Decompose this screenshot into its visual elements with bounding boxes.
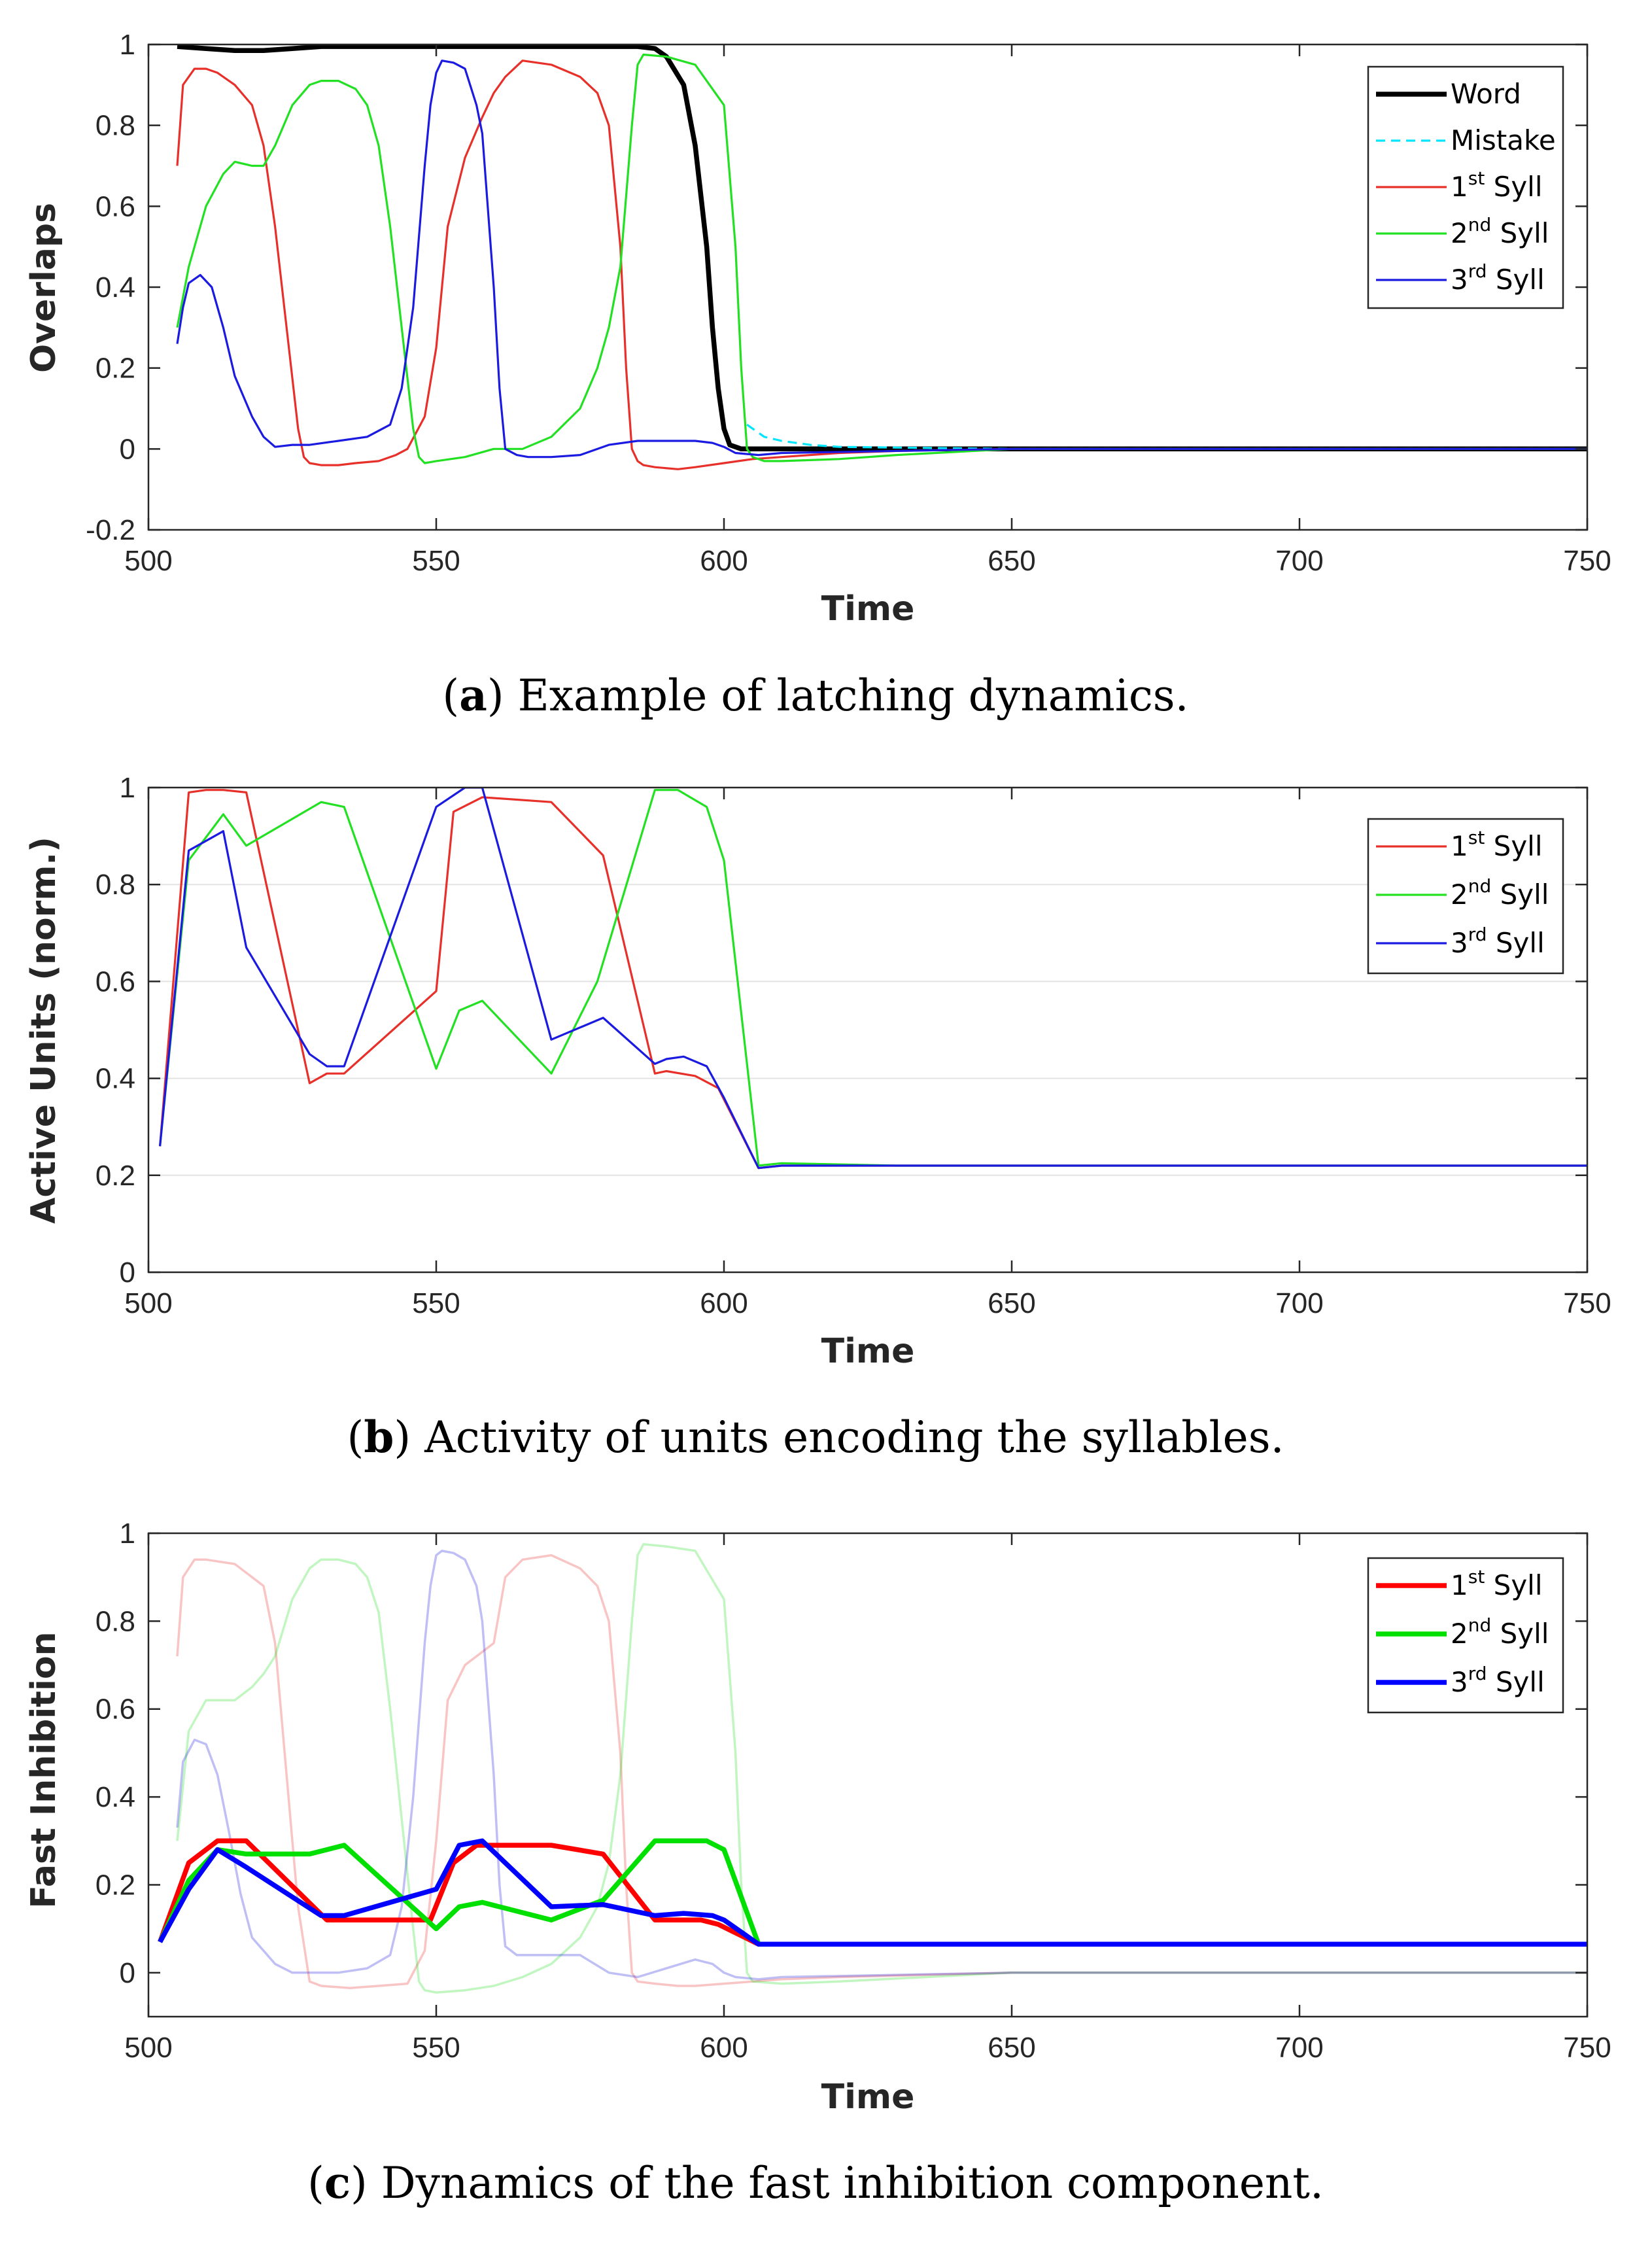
- background-line: [176, 1554, 1587, 1990]
- x-tick-label: 650: [988, 2032, 1035, 2064]
- legend: 1st Syll 2nd Syll 3rd Syll: [1367, 1557, 1564, 1714]
- x-tick-label: 750: [1563, 545, 1611, 577]
- plot-area: [148, 788, 1587, 1272]
- legend-label: 2nd Syll: [1451, 1614, 1549, 1650]
- y-axis-label: Overlaps: [24, 203, 63, 373]
- legend-box: [1367, 818, 1564, 975]
- x-tick-label: 550: [412, 1287, 460, 1319]
- x-axis-label: Time: [821, 1332, 915, 1371]
- x-tick-label: 600: [700, 2032, 748, 2064]
- x-tick-label: 600: [700, 1287, 748, 1319]
- y-tick-label: 0.8: [95, 1605, 135, 1637]
- figure-caption: (b) Activity of units encoding the sylla…: [347, 1412, 1284, 1463]
- x-tick-label: 500: [124, 2032, 172, 2064]
- x-axis-label: Time: [821, 2077, 915, 2117]
- legend-label: 2nd Syll: [1451, 875, 1549, 911]
- y-tick-label: 0.6: [95, 1694, 135, 1726]
- y-tick-label: 0.6: [95, 965, 135, 998]
- panel-a: 500 550 600 650 700 750 -0.2 0 0.2 0.4 0.6 0.8 1 Time…: [24, 29, 1611, 721]
- y-tick-label: 0: [120, 1257, 135, 1289]
- x-tick-label: 700: [1275, 1287, 1323, 1319]
- x-tick-label: 600: [700, 545, 748, 577]
- x-tick-label: 650: [988, 545, 1035, 577]
- series-line-3rd-syll: [176, 60, 1587, 459]
- background-line: [176, 1550, 1587, 1981]
- legend-label: 3rd Syll: [1451, 260, 1545, 296]
- y-tick-label: 0.8: [95, 110, 135, 142]
- legend: 1st Syll 2nd Syll 3rd Syll: [1367, 818, 1564, 975]
- x-tick-label: 550: [412, 545, 460, 577]
- x-tick-label: 500: [124, 545, 172, 577]
- y-tick-label: 0.6: [95, 190, 135, 222]
- plot-frame: [147, 786, 1589, 1274]
- series-line-3rd-syll: [158, 1838, 1587, 1947]
- series-line-3rd-syll: [159, 788, 1587, 1170]
- y-axis-label: Active Units (norm.): [24, 837, 63, 1224]
- series-line-2nd-syll: [176, 53, 1587, 464]
- y-tick-label: -0.2: [86, 514, 135, 546]
- figure-caption: (c) Dynamics of the fast inhibition comp…: [307, 2157, 1324, 2208]
- legend-label: 3rd Syll: [1451, 924, 1545, 959]
- y-tick-label: 0: [120, 433, 135, 465]
- y-tick-label: 1: [120, 772, 135, 804]
- legend: Word Mistake 1st Syll 2nd Syll 3rd Syll: [1367, 65, 1564, 309]
- y-tick-label: 0.4: [95, 271, 135, 304]
- panel-b: 500 550 600 650 700 750 0 0.2 0.4 0.6 0.8 1 Time Acti…: [24, 772, 1611, 1463]
- x-tick-label: 700: [1275, 545, 1323, 577]
- legend-label: 1st Syll: [1451, 167, 1543, 203]
- y-tick-label: 0.2: [95, 1869, 135, 1901]
- plot-area: [148, 1533, 1587, 2017]
- series-line-1st-syll: [176, 60, 1587, 470]
- legend-label: Mistake: [1451, 124, 1556, 156]
- background-line: [176, 1543, 1587, 1994]
- x-tick-label: 550: [412, 2032, 460, 2064]
- y-tick-label: 1: [120, 1518, 135, 1550]
- x-tick-label: 750: [1563, 2032, 1611, 2064]
- legend-label: 2nd Syll: [1451, 214, 1549, 249]
- x-tick-label: 500: [124, 1287, 172, 1319]
- x-axis-label: Time: [821, 589, 915, 629]
- y-axis-label: Fast Inhibition: [24, 1631, 63, 1908]
- legend-label: 3rd Syll: [1451, 1663, 1545, 1698]
- x-tick-label: 650: [988, 1287, 1035, 1319]
- legend-label: Word: [1451, 78, 1521, 110]
- legend-label: 1st Syll: [1451, 827, 1543, 862]
- x-tick-label: 750: [1563, 1287, 1611, 1319]
- legend-label: 1st Syll: [1451, 1566, 1543, 1601]
- y-tick-label: 0.2: [95, 1160, 135, 1192]
- x-tick-label: 700: [1275, 2032, 1323, 2064]
- y-tick-label: 1: [120, 29, 135, 61]
- y-tick-label: 0.8: [95, 869, 135, 901]
- panel-c: 500 550 600 650 700 750 0 0.2 0.4 0.6 0.8 1 Time Fast…: [24, 1518, 1611, 2208]
- y-tick-label: 0.4: [95, 1781, 135, 1813]
- figure-caption: (a) Example of latching dynamics.: [442, 670, 1188, 721]
- y-tick-label: 0.4: [95, 1063, 135, 1095]
- y-tick-label: 0: [120, 1957, 135, 1989]
- plot-frame: [147, 1532, 1589, 2018]
- y-tick-label: 0.2: [95, 353, 135, 385]
